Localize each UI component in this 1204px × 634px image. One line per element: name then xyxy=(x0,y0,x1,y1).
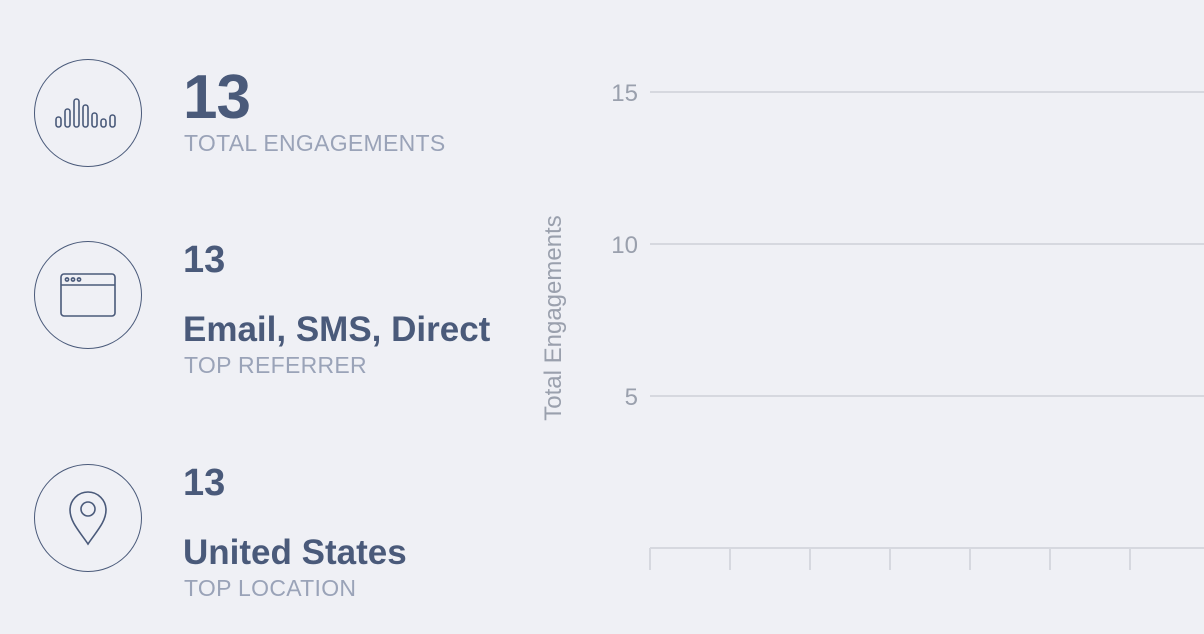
browser-window-icon xyxy=(34,241,142,349)
top-location-label: TOP LOCATION xyxy=(184,575,357,601)
y-tick-label: 10 xyxy=(611,232,638,259)
total-engagements-label: TOTAL ENGAGEMENTS xyxy=(184,130,446,156)
y-tick-label: 15 xyxy=(611,80,638,107)
y-tick-label: 5 xyxy=(625,384,638,411)
total-engagements-value: 13 xyxy=(183,63,251,132)
engagement-bars-icon xyxy=(34,59,142,167)
top-referrer-value: Email, SMS, Direct xyxy=(183,310,491,349)
top-location-value: United States xyxy=(183,533,407,572)
top-referrer-count: 13 xyxy=(183,239,226,281)
location-pin-icon xyxy=(34,464,142,572)
top-referrer-label: TOP REFERRER xyxy=(184,352,367,378)
y-axis-title: Total Engagements xyxy=(540,215,567,420)
top-location-count: 13 xyxy=(183,462,226,504)
